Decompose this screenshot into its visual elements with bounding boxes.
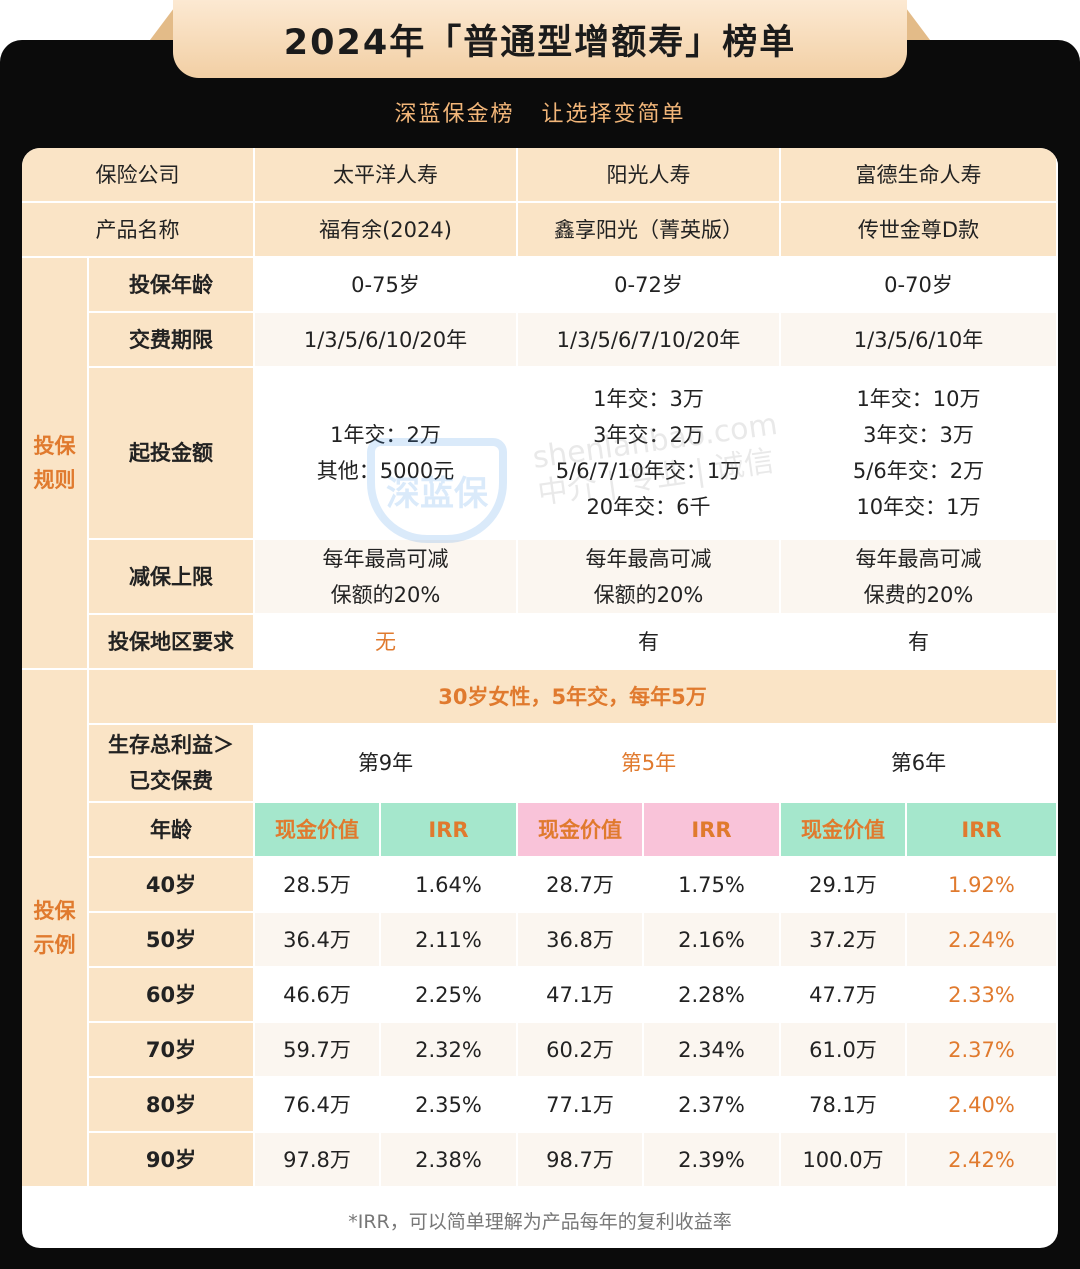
company-name: 阳光人寿 [518, 148, 781, 203]
irr-cell: 2.24% [907, 913, 1058, 968]
example-section-label: 投保 示例 [22, 670, 89, 1188]
region-requirement-label: 投保地区要求 [89, 615, 255, 670]
irr-cell: 2.11% [381, 913, 518, 968]
cash-value-cell: 36.4万 [255, 913, 381, 968]
cash-value-cell: 59.7万 [255, 1023, 381, 1078]
irr-header: IRR [644, 803, 781, 858]
cash-value-cell: 47.1万 [518, 968, 644, 1023]
product-name: 福有余(2024) [255, 203, 518, 258]
irr-header: IRR [381, 803, 518, 858]
company-label: 保险公司 [22, 148, 255, 203]
irr-cell: 2.16% [644, 913, 781, 968]
cash-value-cell: 37.2万 [781, 913, 907, 968]
age-range-value: 0-70岁 [781, 258, 1058, 313]
reduction-limit-label: 减保上限 [89, 540, 255, 615]
irr-cell: 1.92% [907, 858, 1058, 913]
irr-cell: 2.32% [381, 1023, 518, 1078]
irr-cell: 2.25% [381, 968, 518, 1023]
page-title: 2024年「普通型增额寿」榜单 [173, 0, 907, 78]
payment-term-value: 1/3/5/6/7/10/20年 [518, 313, 781, 368]
irr-cell: 2.34% [644, 1023, 781, 1078]
scenario-banner: 30岁女性，5年交，每年5万 [89, 670, 1058, 725]
region-requirement-value: 有 [518, 615, 781, 670]
age-range-value: 0-72岁 [518, 258, 781, 313]
reduction-limit-value: 每年最高可减 保额的20% [518, 540, 781, 615]
company-name: 富德生命人寿 [781, 148, 1058, 203]
irr-cell: 2.39% [644, 1133, 781, 1188]
age-row-label: 60岁 [89, 968, 255, 1023]
breakeven-value: 第5年 [518, 725, 781, 803]
irr-cell: 2.28% [644, 968, 781, 1023]
min-premium-value: 1年交：3万 3年交：2万 5/6/7/10年交：1万 20年交：6千 [518, 368, 781, 540]
min-premium-label: 起投金额 [89, 368, 255, 540]
subtitle: 深蓝保金榜 让选择变简单 [394, 102, 686, 127]
cash-value-cell: 76.4万 [255, 1078, 381, 1133]
cash-value-cell: 29.1万 [781, 858, 907, 913]
age-row-label: 90岁 [89, 1133, 255, 1188]
payment-term-value: 1/3/5/6/10/20年 [255, 313, 518, 368]
irr-cell: 1.75% [644, 858, 781, 913]
cash-value-cell: 61.0万 [781, 1023, 907, 1078]
cash-value-cell: 60.2万 [518, 1023, 644, 1078]
rules-section-label: 投保 规则 [22, 258, 89, 670]
cash-value-cell: 36.8万 [518, 913, 644, 968]
cash-value-cell: 28.5万 [255, 858, 381, 913]
age-row-label: 40岁 [89, 858, 255, 913]
cash-value-cell: 28.7万 [518, 858, 644, 913]
irr-cell: 2.40% [907, 1078, 1058, 1133]
age-row-label: 70岁 [89, 1023, 255, 1078]
cash-value-cell: 97.8万 [255, 1133, 381, 1188]
cash-value-cell: 77.1万 [518, 1078, 644, 1133]
product-name: 传世金尊D款 [781, 203, 1058, 258]
reduction-limit-value: 每年最高可减 保费的20% [781, 540, 1058, 615]
age-row-label: 50岁 [89, 913, 255, 968]
breakeven-label: 生存总利益＞ 已交保费 [89, 725, 255, 803]
cash-value-cell: 78.1万 [781, 1078, 907, 1133]
age-column-label: 年龄 [89, 803, 255, 858]
region-requirement-value: 有 [781, 615, 1058, 670]
cash-value-header: 现金价值 [781, 803, 907, 858]
cash-value-cell: 46.6万 [255, 968, 381, 1023]
company-name: 太平洋人寿 [255, 148, 518, 203]
irr-cell: 2.35% [381, 1078, 518, 1133]
irr-cell: 2.38% [381, 1133, 518, 1188]
irr-cell: 1.64% [381, 858, 518, 913]
cash-value-header: 现金价值 [518, 803, 644, 858]
irr-cell: 2.37% [644, 1078, 781, 1133]
age-range-label: 投保年龄 [89, 258, 255, 313]
payment-term-label: 交费期限 [89, 313, 255, 368]
min-premium-value: 1年交：10万 3年交：3万 5/6年交：2万 10年交：1万 [781, 368, 1058, 540]
cash-value-cell: 47.7万 [781, 968, 907, 1023]
cash-value-cell: 100.0万 [781, 1133, 907, 1188]
age-row-label: 80岁 [89, 1078, 255, 1133]
irr-header: IRR [907, 803, 1058, 858]
cash-value-cell: 98.7万 [518, 1133, 644, 1188]
breakeven-value: 第6年 [781, 725, 1058, 803]
min-premium-value: 1年交：2万 其他：5000元 [255, 368, 518, 540]
age-range-value: 0-75岁 [255, 258, 518, 313]
irr-cell: 2.37% [907, 1023, 1058, 1078]
irr-cell: 2.33% [907, 968, 1058, 1023]
product-name: 鑫享阳光（菁英版） [518, 203, 781, 258]
region-requirement-value: 无 [255, 615, 518, 670]
breakeven-value: 第9年 [255, 725, 518, 803]
footnote: *IRR，可以简单理解为产品每年的复利收益率 [348, 1211, 732, 1233]
cash-value-header: 现金价值 [255, 803, 381, 858]
reduction-limit-value: 每年最高可减 保额的20% [255, 540, 518, 615]
payment-term-value: 1/3/5/6/10年 [781, 313, 1058, 368]
comparison-table: 保险公司 太平洋人寿 阳光人寿 富德生命人寿 产品名称 福有余(2024) 鑫享… [22, 148, 1058, 1248]
product-label: 产品名称 [22, 203, 255, 258]
irr-cell: 2.42% [907, 1133, 1058, 1188]
